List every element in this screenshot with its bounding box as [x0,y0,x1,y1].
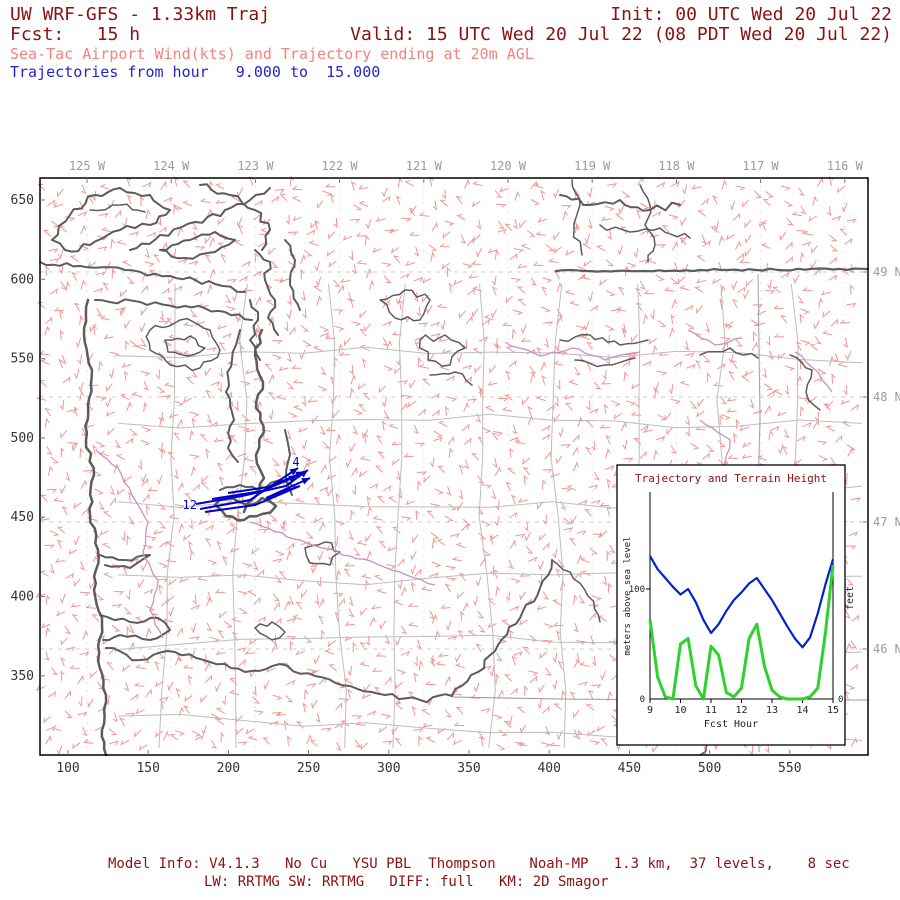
lat-label: 48 N [873,390,900,404]
inset-chart: Trajectory and Terrain Height 9 10 11 12 13 14… [616,464,856,746]
inset-x-tick: 13 [766,705,778,716]
lon-label: 116 W [827,159,864,173]
init-time: Init: 00 UTC Wed 20 Jul 22 [610,4,892,25]
coastlines-terrain [39,179,870,757]
model-info-line2: LW: RRTMG SW: RRTMG DIFF: full KM: 2D Sm… [204,874,609,890]
inset-xlabel: Fcst Hour [704,719,758,730]
lon-label: 117 W [743,159,780,173]
inset-y-tick-right: 0 [838,695,843,705]
lon-label: 119 W [574,159,611,173]
grid-x-label: 200 [217,761,240,776]
trajectory-arrowhead [295,471,304,479]
grid-x-label: 550 [778,761,801,776]
lon-label: 118 W [658,159,695,173]
trajectory-line [204,477,311,513]
inset-y-tick: 100 [629,585,645,595]
model-title: UW WRF-GFS - 1.33km Traj [10,4,271,25]
inset-ylabel-left: meters above sea level [623,536,633,655]
trajectory-line [227,471,305,494]
lon-label: 125 W [69,159,106,173]
grid-y-label: 450 [11,510,34,525]
grid-y-label: 400 [11,590,34,605]
trajectory-hour-range: Trajectories from hour 9.000 to 15.000 [10,63,381,81]
lon-label: 122 W [322,159,359,173]
model-info-line1: Model Info: V4.1.3 No Cu YSU PBL Thompso… [108,856,850,872]
forecast-hour: Fcst: 15 h [10,24,141,45]
grid-x-label: 300 [377,761,400,776]
inset-title: Trajectory and Terrain Height [635,472,827,485]
trajectory-label: 4 [292,455,299,469]
series-trajectory_height_m [649,555,835,649]
inset-x-tick: 12 [735,705,747,716]
lat-label: 47 N [873,515,900,529]
inset-ylabel-right: feet [845,586,856,610]
highway-lines [95,329,833,639]
trajectories: 4 12 [183,455,311,513]
lon-label: 121 W [406,159,443,173]
trajectory-arrowhead [289,468,298,476]
inset-x-tick: 10 [674,705,686,716]
product-subtitle: Sea-Tac Airport Wind(kts) and Trajectory… [10,45,534,63]
trajectory-line [199,467,299,510]
trajectory-line [211,475,298,500]
trajectory-label: 12 [183,498,197,512]
grid-x-label: 350 [457,761,480,776]
grid-x-label: 500 [698,761,721,776]
axis-labels: 125 W 124 W 123 W 122 W 121 W 120 W 119 W 118 W… [11,159,900,776]
grid-x-label: 400 [537,761,560,776]
grid-y-label: 600 [11,272,34,287]
lon-label: 124 W [153,159,190,173]
map-frame [39,177,869,756]
trajectory-arrowhead [299,470,308,478]
inset-x-tick: 15 [827,705,839,716]
lat-label: 46 N [873,642,900,656]
valid-time: Valid: 15 UTC Wed 20 Jul 22 (08 PDT Wed … [350,24,892,45]
inset-x-tick: 14 [796,705,808,716]
inset-y-tick: 0 [640,695,645,705]
trajectory-arrowhead [301,478,310,485]
grid-y-label: 650 [11,193,34,208]
grid-y-label: 550 [11,352,34,367]
grid-x-label: 250 [297,761,320,776]
inset-x-tick: 9 [647,705,653,716]
inset-x-tick: 11 [705,705,717,716]
lat-label: 49 N [873,265,900,279]
lon-label: 120 W [490,159,527,173]
grid-x-label: 450 [618,761,641,776]
grid-y-label: 500 [11,431,34,446]
grid-x-label: 150 [136,761,159,776]
grid-x-label: 100 [56,761,79,776]
lon-label: 123 W [237,159,274,173]
series-terrain_height_m [648,564,835,701]
grid-y-label: 350 [11,669,34,684]
